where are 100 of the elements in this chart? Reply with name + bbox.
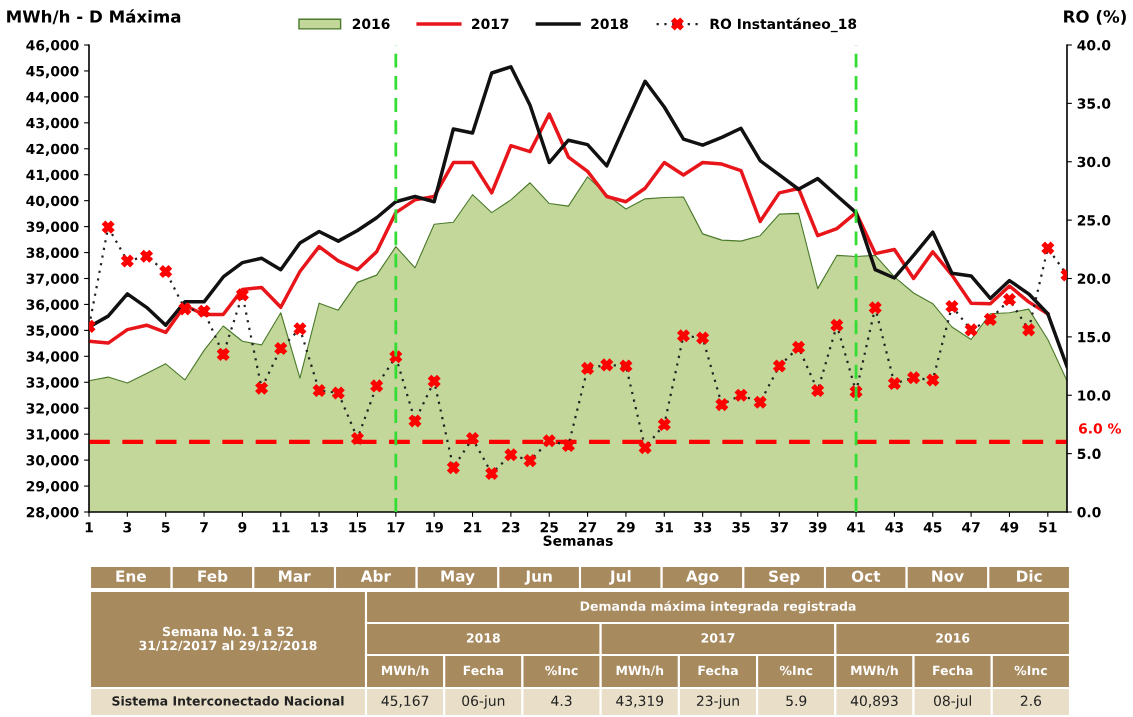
text: 5.9 (786, 695, 807, 707)
point (351, 432, 364, 445)
y2-tick-label: 35.0 (1077, 98, 1111, 109)
y-tick-label: 46,000 (26, 39, 79, 53)
y2-tick-label: 40.0 (1077, 39, 1111, 51)
y2-tick-label: 20.0 (1077, 273, 1111, 284)
text: Semana No. 1 a 52 31/12/2017 al 29/12/2018 (139, 626, 317, 652)
point (888, 377, 901, 390)
y-tick-label: 45,000 (26, 65, 79, 79)
point (312, 384, 326, 397)
point (658, 418, 671, 431)
x-tick-label: 23 (502, 521, 520, 533)
y-tick-label: 40,000 (26, 195, 79, 208)
y-tick-label: 31,000 (26, 429, 79, 442)
text: 23-jun (696, 695, 739, 709)
y-tick-label: 29,000 (26, 481, 79, 494)
point (197, 304, 211, 318)
x-tick-label: 9 (238, 521, 247, 533)
point (1003, 293, 1016, 306)
point (159, 265, 172, 278)
point (753, 396, 767, 409)
point (734, 388, 748, 402)
legend-label: 2017 (472, 18, 509, 30)
x-tick-label: 41 (847, 522, 865, 533)
y2-tick-label: 15.0 (1078, 331, 1111, 343)
y2-tick-label: 30.0 (1077, 156, 1111, 168)
point (485, 467, 498, 480)
point (101, 220, 115, 234)
x-tick-label: 37 (770, 521, 788, 533)
text: MWh/h (616, 665, 664, 677)
point (542, 434, 556, 448)
y2-tick-label: 5.0 (1077, 448, 1101, 460)
point (447, 461, 460, 474)
x-tick-label: 11 (272, 522, 290, 533)
x-tick-label: 25 (540, 521, 558, 533)
x-tick-label: 47 (962, 522, 980, 533)
text: Oct (851, 570, 881, 582)
x-tick-label: 33 (693, 521, 712, 533)
text: MWh/h (851, 665, 898, 677)
y2-axis-title: RO (%) (1064, 9, 1126, 25)
text: 43,319 (616, 695, 664, 708)
x-tick-label: 5 (161, 522, 170, 533)
text: Sistema Interconectado Nacional (112, 695, 344, 706)
point (811, 384, 824, 397)
text: Fecha (463, 665, 503, 676)
y-tick-label: 39,000 (26, 221, 79, 234)
x-axis-title: Semanas (543, 535, 613, 546)
point (562, 439, 575, 452)
x-tick-label: 31 (655, 521, 673, 533)
x-tick-label: 49 (1000, 521, 1019, 533)
point (504, 448, 518, 462)
point (523, 454, 537, 467)
point (600, 358, 614, 372)
point (178, 302, 192, 316)
ref-line-label: 6.0 % (1078, 423, 1122, 434)
point (216, 348, 230, 361)
y-tick-label: 38,000 (26, 247, 79, 260)
point (466, 432, 479, 445)
x-tick-label: 7 (200, 522, 208, 533)
legend-label: 2018 (591, 18, 628, 30)
point (792, 341, 805, 354)
text: MWh/h (381, 665, 429, 677)
text: %Inc (779, 665, 813, 676)
y-axis-title: MWh/h - D Máxima (7, 9, 181, 25)
text: Ago (685, 570, 719, 585)
x-tick-label: 29 (617, 521, 635, 533)
x-tick-label: 39 (808, 521, 827, 533)
text: 06-jun (462, 695, 505, 709)
text: Fecha (698, 665, 738, 676)
x-tick-label: 15 (349, 522, 367, 533)
x-tick-label: 43 (885, 521, 903, 533)
text: Abr (360, 570, 391, 582)
y-tick-label: 34,000 (26, 351, 79, 364)
x-tick-label: 13 (311, 521, 328, 533)
point (1022, 323, 1035, 337)
y2-tick-label: 25.0 (1077, 215, 1111, 226)
text: Dic (1017, 570, 1042, 582)
point (984, 313, 997, 326)
point (293, 322, 307, 335)
text: Jul (609, 570, 631, 585)
legend-label: RO Instantáneo_18 (710, 17, 857, 33)
text: 4.3 (551, 695, 572, 707)
text: Mar (279, 570, 311, 582)
y-tick-label: 43,000 (26, 117, 79, 131)
point (140, 250, 153, 263)
point (370, 379, 383, 393)
y2-tick-label: 10.0 (1078, 390, 1111, 401)
y-tick-label: 44,000 (26, 91, 79, 105)
text: 2018 (466, 633, 500, 643)
x-tick-label: 45 (923, 522, 942, 533)
text: 40,893 (850, 695, 898, 708)
legend-label: 2016 (352, 18, 390, 30)
point (773, 359, 786, 373)
text: Ene (116, 570, 146, 582)
text: Feb (198, 570, 228, 582)
y2-tick-label: 0.0 (1077, 506, 1101, 518)
point (907, 371, 920, 384)
point (255, 381, 268, 395)
y-tick-label: 42,000 (26, 143, 79, 157)
point (619, 359, 633, 373)
